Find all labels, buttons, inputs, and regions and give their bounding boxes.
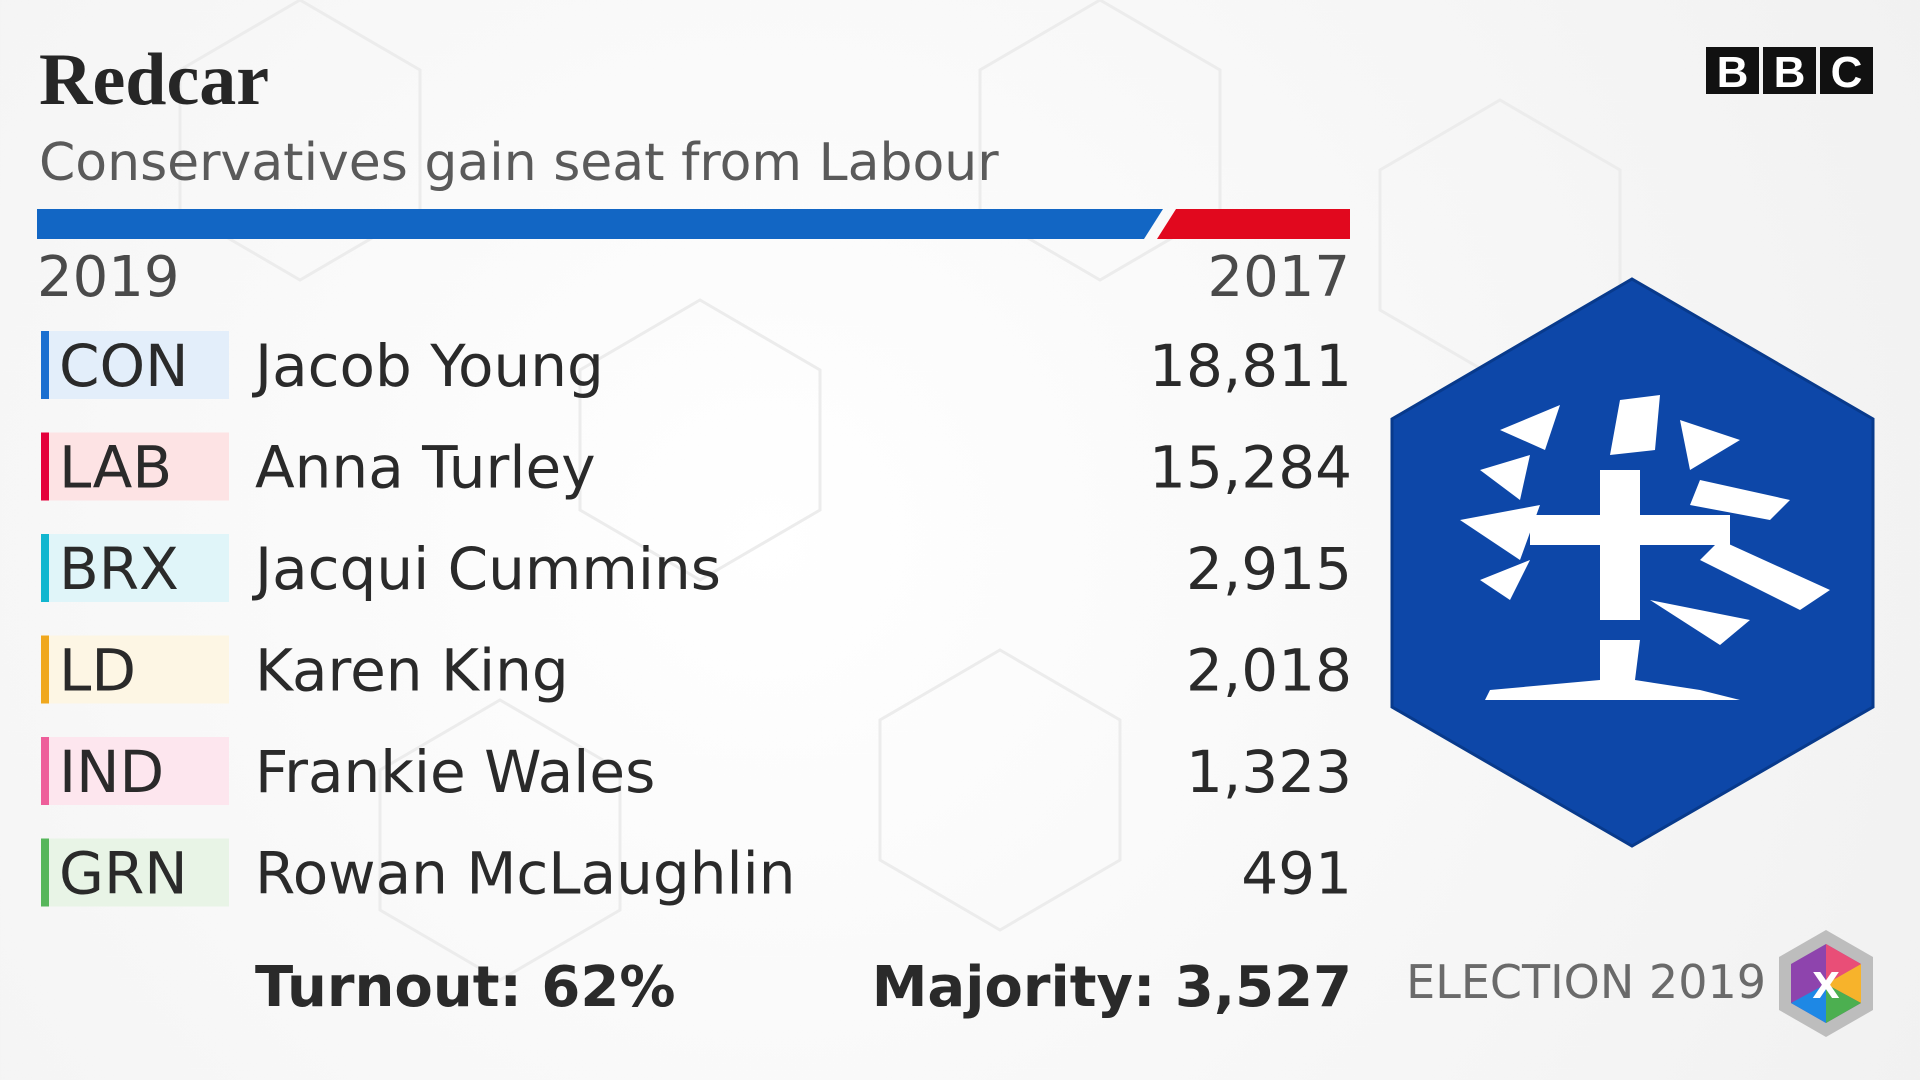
- party-strip: [41, 635, 49, 704]
- votes: 491: [1241, 840, 1352, 908]
- election-badge: X: [1779, 930, 1873, 1037]
- party-logo: [1390, 277, 1875, 848]
- party-code: GRN: [59, 840, 188, 908]
- party-tint: [42, 737, 229, 805]
- turnout: Turnout: 62%: [255, 955, 675, 1020]
- candidate: Jacob Young: [252, 332, 604, 400]
- logo-letter: B: [1717, 48, 1749, 97]
- logo-box: [1706, 47, 1759, 94]
- party-strip: [41, 331, 49, 399]
- election-label: ELECTION 2019: [1406, 955, 1766, 1009]
- party-strip: [41, 534, 49, 602]
- party-code: LD: [59, 637, 136, 705]
- party-tint: [42, 534, 229, 602]
- party-code: LAB: [59, 434, 172, 502]
- majority: Majority: 3,527: [872, 955, 1352, 1020]
- subtitle: Conservatives gain seat from Labour: [39, 133, 999, 193]
- results-table: CON Jacob Young 18,811 LAB Anna Turley 15,284…: [41, 331, 1352, 908]
- logo-letter: C: [1831, 48, 1863, 97]
- party-tint: [42, 838, 229, 907]
- candidate: Karen King: [255, 637, 569, 705]
- candidate: Frankie Wales: [255, 738, 655, 806]
- votes: 2,018: [1186, 637, 1352, 705]
- title: Redcar: [39, 39, 269, 121]
- party-strip: [41, 838, 49, 907]
- party-tint: [42, 635, 229, 704]
- party-strip: [41, 432, 49, 501]
- logo-box: [1820, 47, 1873, 94]
- logo-letter: B: [1774, 48, 1806, 97]
- party-tint: [42, 432, 229, 501]
- candidate: Rowan McLaughlin: [255, 840, 795, 908]
- party-code: BRX: [59, 535, 179, 603]
- badge-letter: X: [1812, 966, 1840, 1007]
- party-code: IND: [59, 738, 164, 806]
- bar-2019: [37, 209, 1163, 239]
- votes: 1,323: [1186, 738, 1352, 806]
- party-strip: [41, 737, 49, 805]
- year-right: 2017: [1207, 245, 1350, 310]
- votes: 15,284: [1149, 434, 1352, 502]
- party-code: CON: [59, 332, 189, 400]
- bar-2017: [1157, 209, 1350, 239]
- year-left: 2019: [37, 245, 180, 310]
- votes: 18,811: [1149, 332, 1352, 400]
- candidate: Jacqui Cummins: [252, 535, 721, 603]
- party-tint: [42, 331, 229, 399]
- candidate: Anna Turley: [255, 434, 596, 502]
- logo-box: [1763, 47, 1816, 94]
- votes: 2,915: [1186, 535, 1352, 603]
